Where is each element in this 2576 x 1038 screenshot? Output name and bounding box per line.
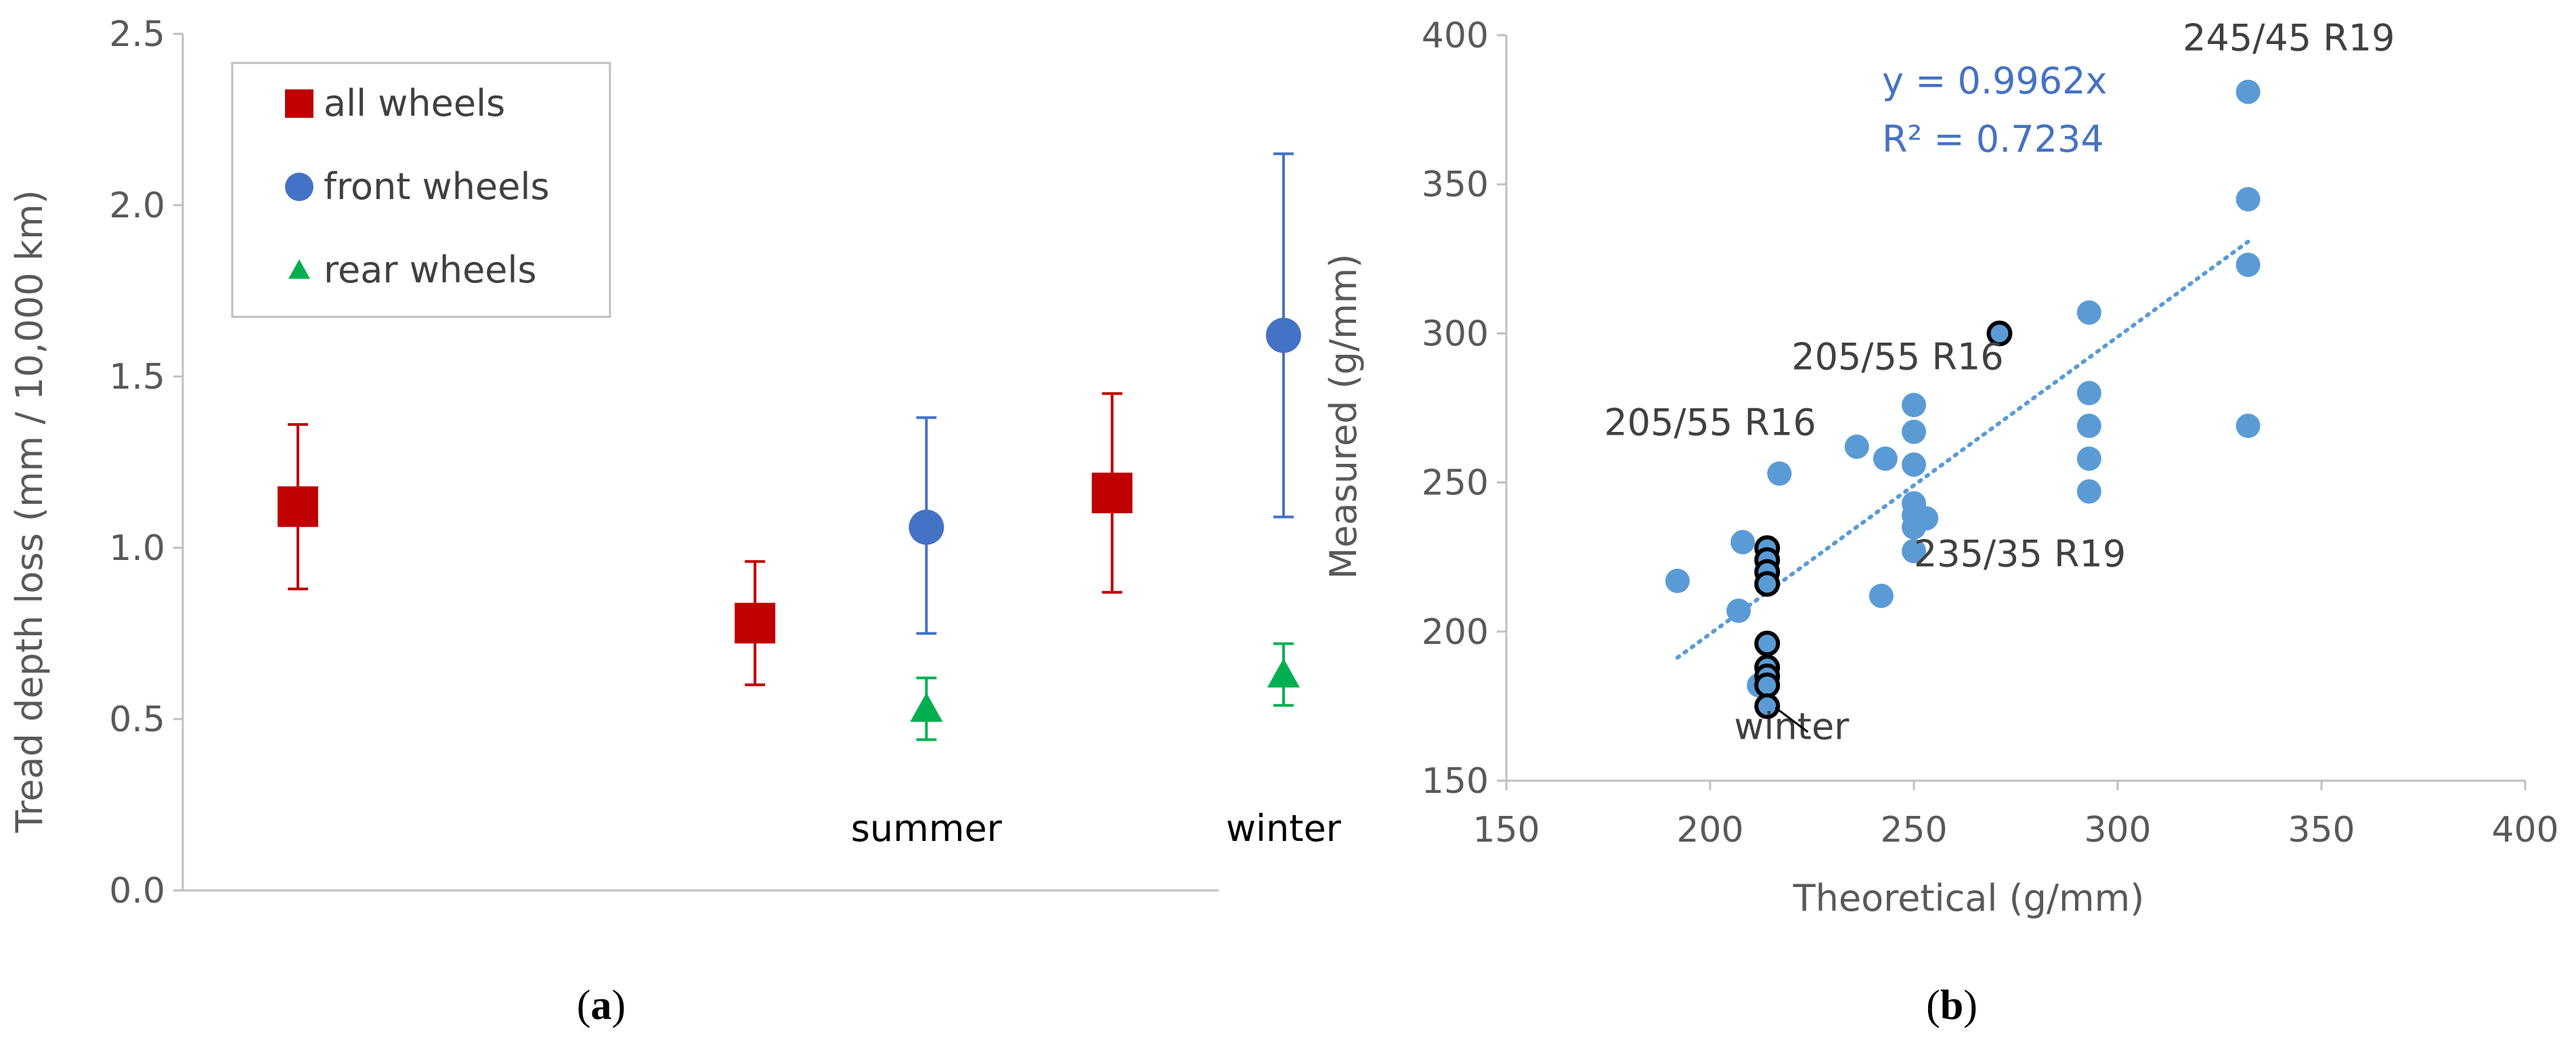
data-point: [1844, 434, 1869, 459]
panel-b-caption: (b): [1926, 982, 1978, 1029]
y-tick-label: 350: [1422, 165, 1489, 205]
r-squared-value: R² = 0.7234: [1882, 118, 2104, 160]
square-marker: [735, 603, 776, 644]
triangle-marker: [910, 692, 943, 722]
data-point: [1902, 393, 1926, 418]
panel-b-measured-vs-theoretical: Measured (g/mm) Theoretical (g/mm) 150 20…: [1322, 16, 2559, 1029]
square-marker: [278, 486, 318, 527]
group-label: winter: [1226, 807, 1342, 850]
data-point: [1873, 446, 1898, 471]
caption-open-paren: (: [1926, 982, 1940, 1029]
data-point: [1902, 419, 1926, 444]
caption-open-paren: (: [577, 982, 591, 1029]
data-point: [1730, 529, 1755, 555]
y-tick-label: 0.5: [109, 699, 165, 740]
x-tick-label: 250: [1880, 810, 1947, 850]
legend-entry-label: all wheels: [324, 82, 505, 125]
data-point: [2076, 413, 2101, 438]
winter-data-point: [1986, 320, 2013, 347]
panel-b-annotations: 245/45 R19 205/55 R16 205/55 R16 235/35 R19…: [1604, 16, 2395, 748]
y-tick-label: 150: [1422, 761, 1489, 802]
x-tick-label: 400: [2491, 810, 2558, 850]
x-tick-label: 300: [2084, 810, 2151, 850]
annotation-label: 245/45 R19: [2183, 16, 2395, 59]
caption-close-paren: ): [612, 982, 626, 1029]
data-point: [2076, 300, 2101, 325]
caption-letter: b: [1940, 982, 1963, 1029]
y-tick-label: 2.0: [109, 186, 165, 226]
trendline-equation: y = 0.9962x: [1882, 60, 2107, 102]
panel-a-legend: all wheels front wheels rear wheels: [231, 62, 611, 318]
circle-marker: [1265, 318, 1301, 353]
x-tick-label: 150: [1472, 810, 1540, 850]
winter-data-point: [1754, 693, 1781, 719]
y-tick-label: 2.5: [109, 14, 165, 55]
x-tick-label: 350: [2288, 810, 2355, 850]
y-tick-label: 200: [1422, 612, 1489, 653]
data-point: [1902, 452, 1926, 477]
x-tick-label: 200: [1676, 810, 1743, 850]
data-point: [2235, 79, 2261, 104]
triangle-marker: [288, 259, 310, 279]
caption-close-paren: ): [1963, 982, 1978, 1029]
triangle-marker: [1267, 658, 1300, 688]
y-tick-label: 1.5: [109, 357, 165, 397]
y-tick-label: 400: [1422, 16, 1489, 56]
panel-b-y-axis-label: Measured (g/mm): [1322, 254, 1365, 580]
panel-b-x-axis-label: Theoretical (g/mm): [1793, 877, 2145, 920]
data-point: [2235, 187, 2261, 212]
annotation-label: winter: [1734, 706, 1850, 748]
y-tick-label: 0.0: [109, 871, 165, 911]
annotation-label: 205/55 R16: [1791, 336, 2003, 379]
panel-a-caption: (a): [577, 982, 626, 1029]
data-point: [1869, 583, 1894, 608]
circle-marker: [285, 173, 313, 201]
caption-letter: a: [591, 982, 612, 1029]
panel-b-axes: [1497, 34, 2527, 790]
panel-b-points: [1665, 79, 2261, 719]
panel-a-y-tick-labels: 0.0 0.5 1.0 1.5 2.0 2.5: [109, 14, 165, 911]
circle-marker: [909, 509, 944, 545]
annotation-label: 205/55 R16: [1604, 402, 1816, 444]
data-point: [2235, 253, 2261, 278]
panel-a-axes: [173, 33, 1219, 892]
data-point: [1914, 506, 1939, 531]
data-point: [1726, 598, 1751, 623]
data-point: [2076, 479, 2101, 504]
y-tick-label: 1.0: [109, 528, 165, 569]
winter-data-point: [1754, 571, 1781, 597]
data-point: [2076, 381, 2101, 406]
legend-entry-label: front wheels: [324, 165, 550, 208]
panel-a-y-axis-label: Tread depth loss (mm / 10,000 km): [8, 190, 51, 833]
winter-data-point: [1754, 630, 1781, 657]
panel-a-group-labels: summer winter: [851, 807, 1342, 850]
data-point: [1902, 538, 1926, 563]
group-label: summer: [851, 807, 1003, 850]
data-point: [1767, 461, 1792, 486]
data-point: [1665, 568, 1690, 593]
y-tick-label: 250: [1422, 463, 1489, 504]
square-marker: [1091, 473, 1133, 514]
data-point: [2076, 446, 2101, 471]
panel-a-tread-depth-chart: Tread depth loss (mm / 10,000 km) 0.0 0.5…: [8, 14, 1342, 1029]
panel-b-tick-labels: 150 200 250 300 350 400 150 200 250 300 350 400: [1422, 16, 2559, 850]
square-marker: [285, 89, 313, 118]
panel-a-series-marks: [278, 152, 1301, 741]
data-point: [2235, 413, 2261, 438]
winter-leader-line: [1774, 706, 1809, 733]
y-tick-label: 300: [1422, 313, 1489, 354]
legend-entry-label: rear wheels: [324, 248, 537, 291]
annotation-label: 235/35 R19: [1914, 532, 2126, 575]
winter-data-point: [1754, 672, 1781, 699]
